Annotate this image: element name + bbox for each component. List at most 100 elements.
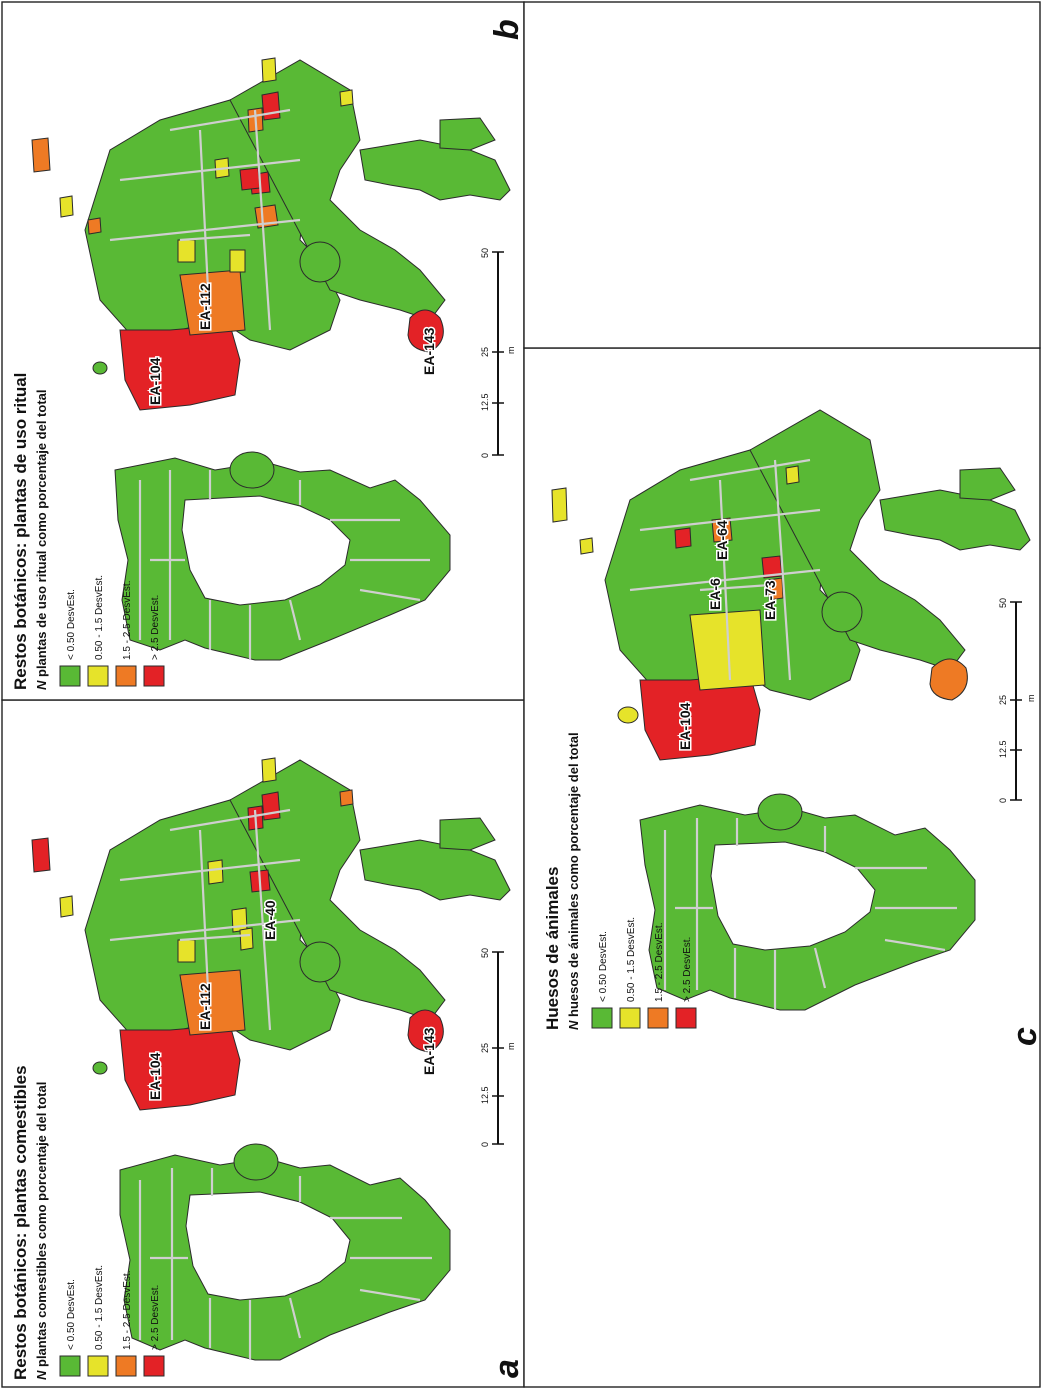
legend-label-2: 1.5 - 2.5 DesvEst.: [122, 1271, 133, 1350]
label-ea-104: EA-104: [147, 357, 163, 405]
scale-tick-2: 25: [998, 695, 1008, 705]
room-red: [119, 1024, 241, 1111]
room-green: [233, 1143, 279, 1181]
panel-a-scale: 0 12.5 25 50 m: [480, 948, 516, 1147]
label-ea-112: EA-112: [197, 283, 213, 330]
wall-lines: [109, 108, 301, 331]
room-green: [229, 759, 446, 1021]
panel-c-title: Huesos de ánimales: [543, 867, 562, 1030]
room-yellow: [261, 757, 277, 783]
room-orange: [929, 658, 968, 701]
scale-tick-2: 25: [480, 1043, 490, 1053]
legend-swatch-yellow: [619, 1007, 641, 1029]
wall-lines: [138, 1168, 432, 1360]
wall-lines: [109, 808, 301, 1031]
label-ea-40: EA-40: [262, 900, 278, 940]
room-orange: [179, 969, 246, 1036]
room-red: [31, 837, 51, 873]
room-yellow: [551, 487, 568, 523]
legend-label-3: > 2.5 DesvEst.: [682, 937, 693, 1002]
scale-tick-1: 12.5: [480, 393, 490, 411]
label-ea-64: EA-64: [714, 520, 730, 560]
label-ea-6: EA-6: [707, 578, 723, 610]
scale-unit: m: [1026, 695, 1036, 703]
room-yellow: [261, 57, 277, 83]
room-green: [959, 467, 1016, 501]
room-yellow: [231, 907, 248, 933]
room-orange: [339, 789, 354, 807]
legend-label-2: 1.5 - 2.5 DesvEst.: [122, 581, 133, 660]
scale-tick-0: 0: [480, 1142, 490, 1147]
room-green: [439, 817, 496, 851]
legend-swatch-green: [59, 1355, 81, 1377]
wall-lines: [629, 458, 821, 681]
scale-tick-2: 25: [480, 347, 490, 357]
room-green: [299, 941, 341, 983]
panel-b-legend: Restos botánicos: plantas de uso ritual …: [11, 373, 165, 690]
panel-a-title: Restos botánicos: plantas comestibles: [11, 1065, 30, 1380]
room-yellow: [785, 465, 800, 485]
panel-b-title: Restos botánicos: plantas de uso ritual: [11, 373, 30, 690]
legend-label-3: > 2.5 DesvEst.: [150, 595, 161, 660]
legend-label-1: 0.50 - 1.5 DesvEst.: [94, 1265, 105, 1350]
room-yellow: [579, 537, 594, 555]
room-green: [821, 591, 863, 633]
room-red: [261, 91, 281, 121]
wall-lines: [663, 818, 957, 1010]
legend-label-0: < 0.50 DesvEst.: [66, 1279, 77, 1350]
panel-b-scale: 0 12.5 25 50 m: [480, 248, 516, 458]
legend-swatch-green: [59, 665, 81, 687]
room-yellow: [239, 927, 254, 951]
legend-label-1: 0.50 - 1.5 DesvEst.: [626, 917, 637, 1002]
room-green: [229, 59, 446, 321]
panel-a-subtitle: N plantas comestibles como porcentaje de…: [34, 1082, 49, 1380]
label-ea-104: EA-104: [147, 1052, 163, 1100]
panel-c-scale: 0 12.5 25 50 m: [998, 598, 1036, 803]
room-orange: [767, 577, 784, 601]
legend-swatch-yellow: [87, 1355, 109, 1377]
legend-label-0: < 0.50 DesvEst.: [598, 931, 609, 1002]
panel-b-subtitle: N plantas de uso ritual como porcentaje …: [34, 389, 49, 690]
wall-lines: [138, 470, 430, 660]
room-yellow: [177, 939, 196, 963]
room-green: [229, 451, 275, 489]
scale-tick-3: 50: [480, 948, 490, 958]
scale-tick-0: 0: [998, 798, 1008, 803]
scale-tick-3: 50: [998, 598, 1008, 608]
scale-unit: m: [506, 1043, 516, 1051]
room-green: [757, 793, 803, 831]
panel-b-east-compound: [31, 57, 511, 411]
room-orange: [31, 137, 51, 173]
scale-tick-1: 12.5: [998, 740, 1008, 758]
panel-a: Restos botánicos: plantas comestibles N …: [11, 757, 526, 1380]
room-green: [92, 1061, 108, 1075]
room-red: [119, 324, 241, 411]
panel-b-letter: b: [488, 19, 526, 40]
legend-swatch-red: [143, 665, 165, 687]
legend-swatch-red: [143, 1355, 165, 1377]
room-red: [239, 167, 261, 191]
label-ea-104: EA-104: [677, 702, 693, 750]
label-ea-112: EA-112: [197, 983, 213, 1030]
panel-c-letter: c: [1006, 1027, 1044, 1046]
room-red: [407, 1009, 444, 1053]
room-yellow: [207, 859, 224, 885]
panel-b-west-compound: [114, 451, 451, 661]
room-yellow: [617, 706, 639, 724]
panel-c-subtitle: N huesos de ánimales como porcentaje del…: [566, 732, 581, 1030]
empty-frame: [523, 1, 1041, 349]
scale-unit: m: [506, 347, 516, 355]
panel-c-west-compound: [639, 793, 976, 1011]
panel-b: Restos botánicos: plantas de uso ritual …: [11, 19, 526, 690]
legend-swatch-green: [591, 1007, 613, 1029]
legend-label-0: < 0.50 DesvEst.: [66, 589, 77, 660]
panel-a-east-compound: [31, 757, 511, 1111]
room-red: [674, 527, 692, 549]
legend-swatch-red: [675, 1007, 697, 1029]
room-orange: [179, 269, 246, 336]
room-green: [92, 361, 108, 375]
room-red: [407, 309, 444, 353]
label-ea-143: EA-143: [421, 1027, 437, 1075]
legend-swatch-orange: [115, 1355, 137, 1377]
